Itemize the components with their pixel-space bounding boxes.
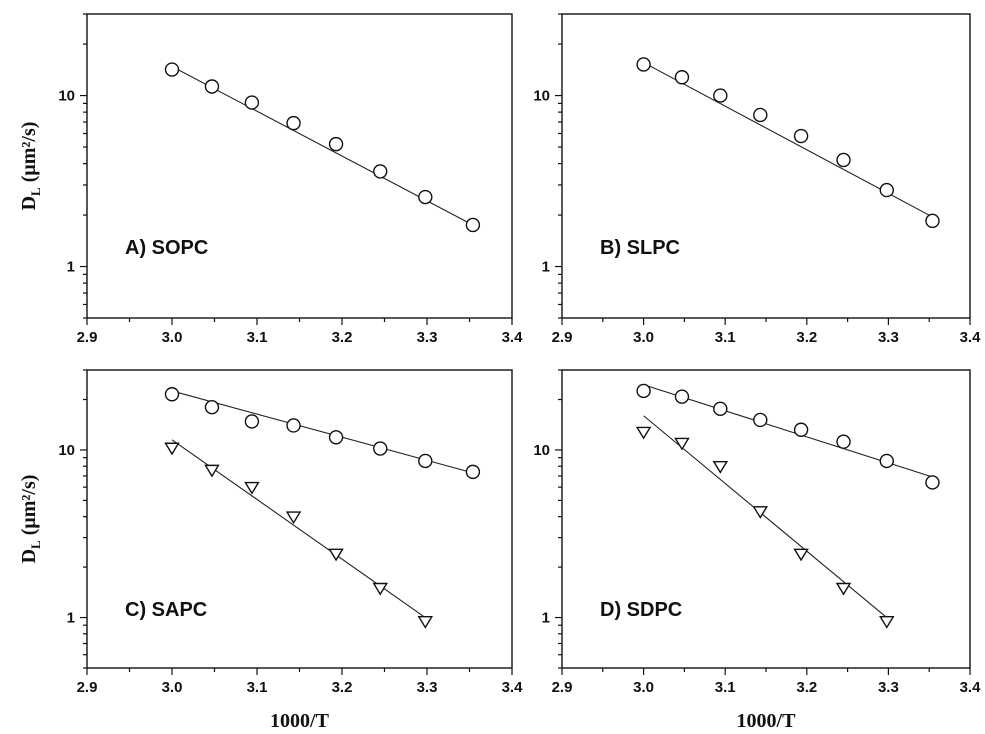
data-point-circle (204, 399, 220, 415)
data-point-triangle (417, 616, 434, 629)
panel-3: 2.9 3.0 3.1 3.2 3.3 3.4 1 10 C) SAPC DL (μm²/s) 10… (18, 369, 524, 732)
data-point-triangle (635, 426, 652, 440)
data-point-circle (925, 213, 940, 229)
plot-frame (86, 369, 513, 669)
y-axis-title: DL (μm²/s) (18, 122, 43, 211)
data-point-circle (753, 412, 768, 428)
data-point-circle (373, 164, 388, 179)
x-tick-label: 3.0 (633, 329, 654, 346)
data-point-circle (164, 387, 180, 402)
y-tick-label: 10 (58, 88, 75, 105)
y-tick-label: 10 (58, 442, 75, 459)
y-tick-label: 1 (67, 259, 75, 276)
data-point-circle (636, 57, 651, 72)
x-tick-label: 3.4 (502, 679, 524, 696)
data-point-circle (328, 430, 344, 445)
data-point-triangle (328, 548, 344, 562)
x-axis-title: 1000/T (737, 710, 797, 732)
data-point-circle (465, 217, 481, 233)
y-tick-label: 1 (542, 610, 550, 627)
panel-4: 2.9 3.0 3.1 3.2 3.3 3.4 1 10 D) SDPC 1000/T (533, 369, 982, 732)
x-tick-label: 3.1 (715, 329, 736, 346)
x-tick-label: 3.4 (960, 329, 982, 346)
data-point-triangle (712, 460, 729, 474)
panel-label: B) SLPC (600, 237, 680, 259)
panel-2: 2.9 3.0 3.1 3.2 3.3 3.4 1 10 B) SLPC (533, 13, 982, 346)
x-tick-label: 3.1 (247, 679, 268, 696)
data-point-triangle (164, 442, 180, 456)
y-tick-label: 1 (67, 610, 75, 627)
x-tick-label: 2.9 (552, 679, 573, 696)
data-point-circle (636, 383, 651, 399)
panel-label: A) SOPC (125, 237, 208, 259)
data-point-circle (286, 115, 301, 131)
x-tick-label: 2.9 (77, 679, 98, 696)
data-point-circle (465, 464, 481, 480)
data-point-circle (373, 441, 388, 456)
data-point-triangle (244, 481, 260, 495)
panel-1: 2.9 3.0 3.1 3.2 3.3 3.4 1 10 A) SOPC DL (μm²/s) (18, 13, 524, 346)
y-tick-label: 1 (542, 259, 550, 276)
data-point-triangle (793, 548, 809, 562)
data-point-circle (164, 62, 180, 77)
data-point-triangle (372, 582, 388, 596)
data-point-circle (836, 152, 851, 168)
data-point-triangle (752, 506, 769, 519)
data-point-circle (244, 414, 260, 429)
x-tick-label: 3.4 (502, 329, 524, 346)
data-point-circle (674, 389, 690, 404)
data-point-triangle (879, 616, 895, 629)
data-point-triangle (835, 582, 852, 596)
data-point-triangle (674, 437, 690, 451)
data-point-circle (713, 401, 728, 417)
x-tick-label: 3.0 (162, 679, 183, 696)
y-tick-label: 10 (533, 88, 550, 105)
x-tick-label: 3.4 (960, 679, 982, 696)
data-point-circle (925, 475, 940, 490)
data-point-triangle (285, 511, 302, 525)
panel-label: D) SDPC (600, 599, 682, 621)
x-tick-label: 3.2 (332, 329, 353, 346)
data-point-circle (418, 189, 433, 205)
data-point-triangle (204, 464, 220, 478)
x-tick-label: 3.2 (796, 329, 817, 346)
x-tick-label: 3.0 (633, 679, 654, 696)
data-point-circle (244, 95, 260, 110)
data-point-circle (713, 88, 728, 103)
x-tick-label: 3.3 (878, 329, 899, 346)
data-point-circle (793, 128, 809, 144)
x-tick-label: 3.1 (715, 679, 736, 696)
x-tick-label: 3.3 (878, 679, 899, 696)
panel-label: C) SAPC (125, 599, 207, 621)
plot-frame (561, 369, 971, 669)
y-tick-label: 10 (533, 442, 550, 459)
x-tick-label: 3.3 (417, 679, 438, 696)
data-point-circle (879, 453, 894, 469)
y-axis-title: DL (μm²/s) (18, 475, 43, 564)
x-tick-label: 3.1 (247, 329, 268, 346)
x-tick-label: 3.2 (332, 679, 353, 696)
x-axis-title: 1000/T (270, 710, 330, 732)
data-point-circle (753, 107, 768, 123)
data-point-circle (328, 136, 344, 152)
plot-frame (561, 13, 971, 319)
data-point-circle (879, 182, 894, 198)
plot-frame (86, 13, 513, 319)
x-tick-label: 3.0 (162, 329, 183, 346)
data-point-circle (674, 70, 690, 85)
data-point-circle (836, 434, 851, 449)
x-tick-label: 3.2 (796, 679, 817, 696)
x-tick-label: 2.9 (77, 329, 98, 346)
data-point-circle (793, 422, 809, 437)
data-point-circle (204, 79, 220, 94)
x-tick-label: 2.9 (552, 329, 573, 346)
x-tick-label: 3.3 (417, 329, 438, 346)
data-point-circle (286, 418, 301, 433)
data-point-circle (418, 453, 433, 469)
